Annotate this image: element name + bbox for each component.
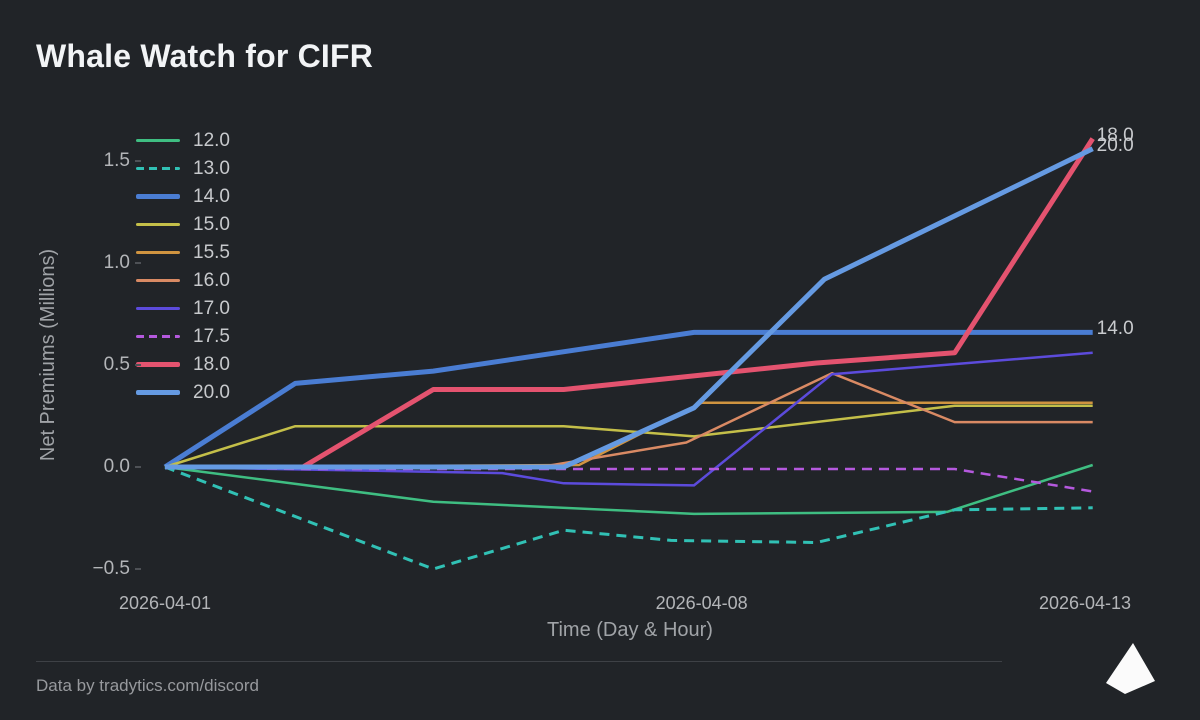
y-tick-mark — [135, 262, 141, 264]
y-tick-label: −0.5 — [92, 558, 130, 579]
legend-label: 12.0 — [193, 129, 230, 151]
legend-item-17.5[interactable]: 17.5 — [136, 322, 230, 350]
y-axis-title: Net Premiums (Millions) — [37, 248, 59, 462]
legend-swatch-icon — [136, 306, 180, 310]
tradytics-logo-icon — [1106, 643, 1155, 694]
y-tick-mark — [135, 466, 141, 468]
footer-divider — [36, 661, 1002, 662]
legend-swatch-icon — [136, 278, 180, 282]
legend-swatch-icon — [136, 222, 180, 226]
series-line-12.0 — [164, 463, 1094, 516]
series-line-17.0 — [164, 351, 1093, 487]
y-tick-label: 1.5 — [103, 150, 130, 171]
legend-item-20.0[interactable]: 20.0 — [136, 378, 230, 406]
legend-item-12.0[interactable]: 12.0 — [136, 126, 230, 154]
series-line-20.0 — [165, 146, 1094, 470]
legend-label: 13.0 — [193, 157, 230, 179]
legend-item-15.0[interactable]: 15.0 — [136, 210, 230, 238]
legend-swatch-icon — [136, 166, 180, 170]
series-line-13.0 — [164, 465, 1093, 571]
legend-label: 18.0 — [193, 353, 230, 375]
legend-label: 15.5 — [193, 241, 230, 263]
y-tick-label: 0.5 — [103, 354, 130, 375]
legend-swatch-icon — [136, 361, 180, 367]
series-end-label-20.0: 20.0 — [1096, 134, 1134, 156]
series-line-18.0 — [165, 137, 1095, 470]
x-axis-title: Time (Day & Hour) — [547, 619, 713, 641]
x-tick-label: 2026-04-13 — [1038, 593, 1132, 613]
legend-label: 17.0 — [193, 297, 230, 319]
y-tick-mark — [135, 364, 141, 366]
series-end-label-14.0: 14.0 — [1096, 318, 1134, 340]
legend-label: 20.0 — [193, 381, 230, 403]
legend-swatch-icon — [136, 334, 180, 338]
legend-label: 15.0 — [193, 213, 230, 235]
footer-credit: Data by tradytics.com/discord — [36, 676, 259, 695]
legend-label: 16.0 — [193, 269, 230, 291]
legend-item-16.0[interactable]: 16.0 — [136, 266, 230, 294]
chart-legend: 12.0 13.0 14.0 15.0 15.5 16.0 17.0 17.5 18.0 20.0 — [136, 126, 230, 406]
x-tick-label: 2026-04-01 — [118, 593, 212, 613]
series-line-16.0 — [165, 371, 1093, 469]
page-title: Whale Watch for CIFR — [36, 38, 374, 74]
legend-item-17.0[interactable]: 17.0 — [136, 294, 230, 322]
legend-item-15.5[interactable]: 15.5 — [136, 238, 230, 266]
y-tick-label: 0.0 — [103, 456, 130, 477]
legend-swatch-icon — [136, 138, 180, 142]
x-tick-label: 2026-04-08 — [655, 593, 748, 613]
y-tick-label: 1.0 — [103, 252, 130, 273]
y-tick-mark — [135, 160, 141, 162]
legend-swatch-icon — [136, 193, 180, 199]
legend-label: 14.0 — [193, 185, 230, 207]
y-tick-mark — [135, 568, 141, 570]
legend-item-13.0[interactable]: 13.0 — [136, 154, 230, 182]
legend-item-18.0[interactable]: 18.0 — [136, 350, 230, 378]
series-line-14.0 — [163, 329, 1093, 470]
legend-swatch-icon — [136, 389, 180, 395]
legend-item-14.0[interactable]: 14.0 — [136, 182, 230, 210]
legend-label: 17.5 — [193, 325, 230, 347]
series-line-15.0 — [164, 404, 1093, 469]
legend-swatch-icon — [136, 250, 180, 254]
series-end-label-18.0: 18.0 — [1096, 124, 1134, 146]
